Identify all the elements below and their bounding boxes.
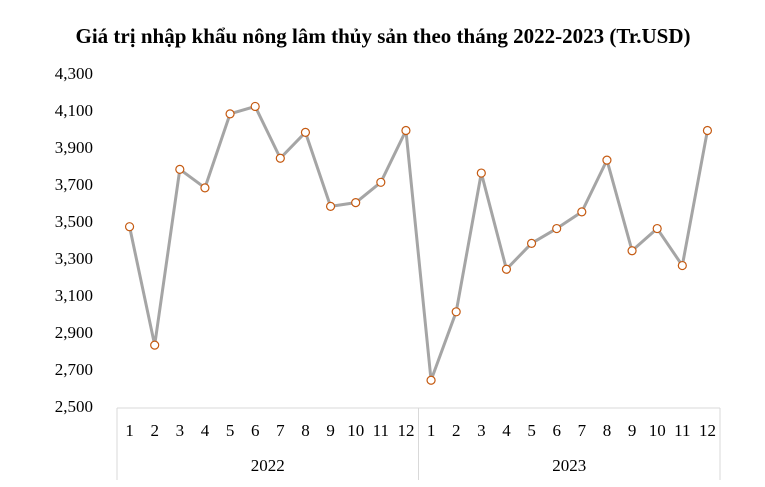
marker xyxy=(376,177,386,187)
x-tick-label: 12 xyxy=(699,421,716,440)
x-tick-label: 12 xyxy=(397,421,414,440)
y-tick-label: 2,900 xyxy=(55,323,93,342)
x-tick-label: 1 xyxy=(427,421,436,440)
x-tick-label: 3 xyxy=(176,421,185,440)
x-tick-label: 9 xyxy=(628,421,637,440)
chart-title: Giá trị nhập khẩu nông lâm thủy sản theo… xyxy=(76,24,691,48)
x-tick-label: 4 xyxy=(502,421,511,440)
marker xyxy=(526,238,537,248)
marker xyxy=(652,223,662,234)
y-tick-label: 2,500 xyxy=(55,397,93,416)
marker xyxy=(702,125,713,136)
y-tick-label: 3,500 xyxy=(55,212,93,231)
marker xyxy=(150,340,160,350)
group-label: 2023 xyxy=(552,456,586,475)
x-tick-label: 5 xyxy=(527,421,536,440)
x-tick-label: 8 xyxy=(603,421,612,440)
x-tick-label: 1 xyxy=(125,421,134,440)
marker xyxy=(325,201,336,211)
x-tick-label: 3 xyxy=(477,421,486,440)
marker xyxy=(677,260,687,271)
line xyxy=(128,104,709,382)
marker xyxy=(426,375,436,385)
y-tick-label: 3,900 xyxy=(55,138,93,157)
x-tick-label: 2 xyxy=(452,421,461,440)
x-tick-label: 6 xyxy=(251,421,260,440)
x-tick-label: 4 xyxy=(201,421,210,440)
marker xyxy=(602,155,612,165)
x-tick-label: 10 xyxy=(649,421,666,440)
marker xyxy=(175,164,185,174)
y-tick-label: 4,100 xyxy=(55,101,93,120)
x-tick-label: 7 xyxy=(578,421,587,440)
y-tick-label: 4,300 xyxy=(55,64,93,83)
x-tick-label: 2 xyxy=(150,421,159,440)
y-tick-label: 2,700 xyxy=(55,360,93,379)
x-tick-label: 10 xyxy=(347,421,364,440)
marker xyxy=(577,207,587,217)
y-tick-label: 3,300 xyxy=(55,249,93,268)
marker xyxy=(476,168,486,178)
marker xyxy=(627,246,637,256)
marker xyxy=(300,127,311,137)
x-tick-label: 9 xyxy=(326,421,335,440)
x-tick-label: 11 xyxy=(674,421,690,440)
marker xyxy=(275,153,285,163)
marker xyxy=(200,183,210,193)
x-tick-label: 5 xyxy=(226,421,235,440)
marker xyxy=(552,223,562,234)
x-tick-label: 6 xyxy=(552,421,561,440)
group-label: 2022 xyxy=(251,456,285,475)
marker xyxy=(451,307,461,317)
x-tick-label: 8 xyxy=(301,421,310,440)
x-tick-label: 11 xyxy=(373,421,389,440)
y-tick-label: 3,700 xyxy=(55,175,93,194)
marker xyxy=(501,264,512,274)
y-tick-label: 3,100 xyxy=(55,286,93,305)
marker xyxy=(401,125,411,136)
marker xyxy=(250,101,260,112)
marker xyxy=(351,198,361,208)
marker xyxy=(124,222,135,232)
marker xyxy=(225,109,235,119)
x-tick-label: 7 xyxy=(276,421,285,440)
